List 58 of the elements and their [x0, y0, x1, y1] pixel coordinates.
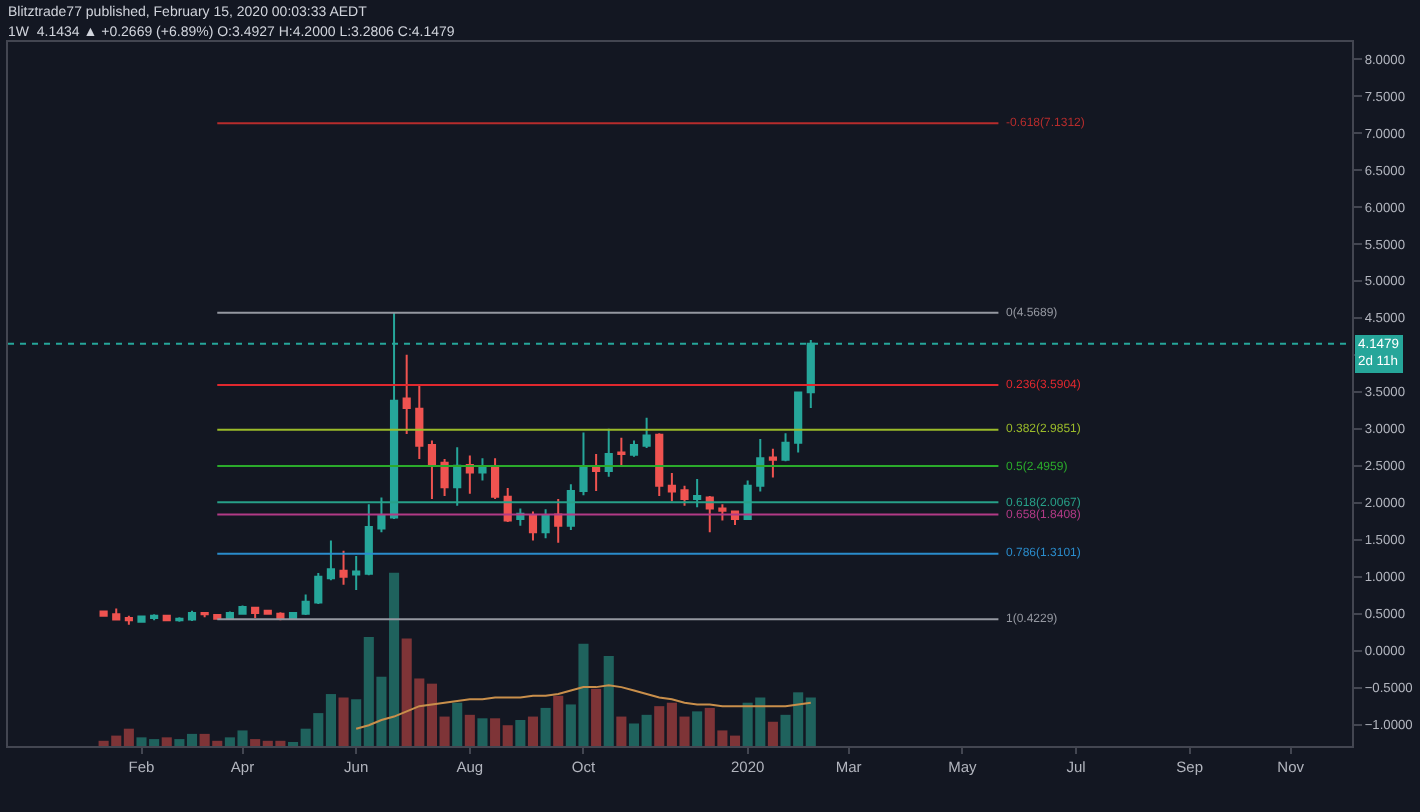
candlestick: [541, 508, 550, 540]
candlestick: [781, 432, 790, 463]
candlestick: [263, 608, 272, 616]
candlestick: [124, 614, 133, 626]
candlestick: [554, 498, 563, 544]
candlestick: [478, 457, 487, 482]
candlestick: [705, 495, 714, 534]
candlestick: [642, 416, 651, 449]
bar: [515, 720, 526, 746]
candlestick: [617, 436, 626, 466]
candlestick: [655, 432, 664, 498]
bar: [616, 716, 627, 746]
candlestick: [756, 438, 765, 493]
candlestick: [352, 554, 361, 591]
candlestick: [415, 384, 424, 461]
bar: [767, 721, 778, 746]
candlestick: [604, 427, 613, 478]
candlestick: [377, 496, 386, 534]
bar: [464, 714, 475, 746]
candlestick: [680, 484, 689, 507]
candlestick: [427, 439, 437, 500]
candlestick: [314, 571, 323, 606]
bar: [477, 718, 488, 746]
candlestick: [440, 458, 449, 498]
candlestick: [150, 613, 159, 622]
candlestick: [465, 454, 474, 495]
bar: [692, 711, 703, 746]
candlestick: [768, 447, 777, 479]
bar: [527, 716, 539, 746]
bar: [553, 695, 564, 746]
bar: [161, 737, 172, 746]
candlestick: [402, 353, 411, 435]
candlestick: [528, 510, 538, 542]
candlestick: [491, 457, 500, 500]
bar: [338, 697, 349, 746]
candlestick: [794, 391, 803, 454]
candlestick: [339, 549, 348, 586]
candlestick: [187, 609, 197, 623]
candlestick: [238, 604, 247, 615]
candlestick: [364, 503, 373, 577]
candlestick: [566, 483, 575, 532]
bar: [540, 707, 551, 746]
candlestick: [718, 503, 727, 522]
candlestick: [693, 478, 702, 509]
candlestick: [137, 614, 146, 624]
candlestick: [301, 593, 310, 617]
candlestick: [326, 539, 336, 582]
candlestick: [592, 452, 601, 492]
candlestick: [112, 607, 121, 621]
candlestick: [629, 439, 639, 458]
bar: [452, 702, 463, 746]
candlestick: [251, 605, 260, 620]
candlestick: [99, 609, 108, 618]
bar: [591, 688, 602, 746]
bar: [603, 655, 614, 746]
candlestick: [453, 446, 462, 507]
candlestick: [667, 472, 676, 503]
candlestick: [579, 431, 588, 497]
